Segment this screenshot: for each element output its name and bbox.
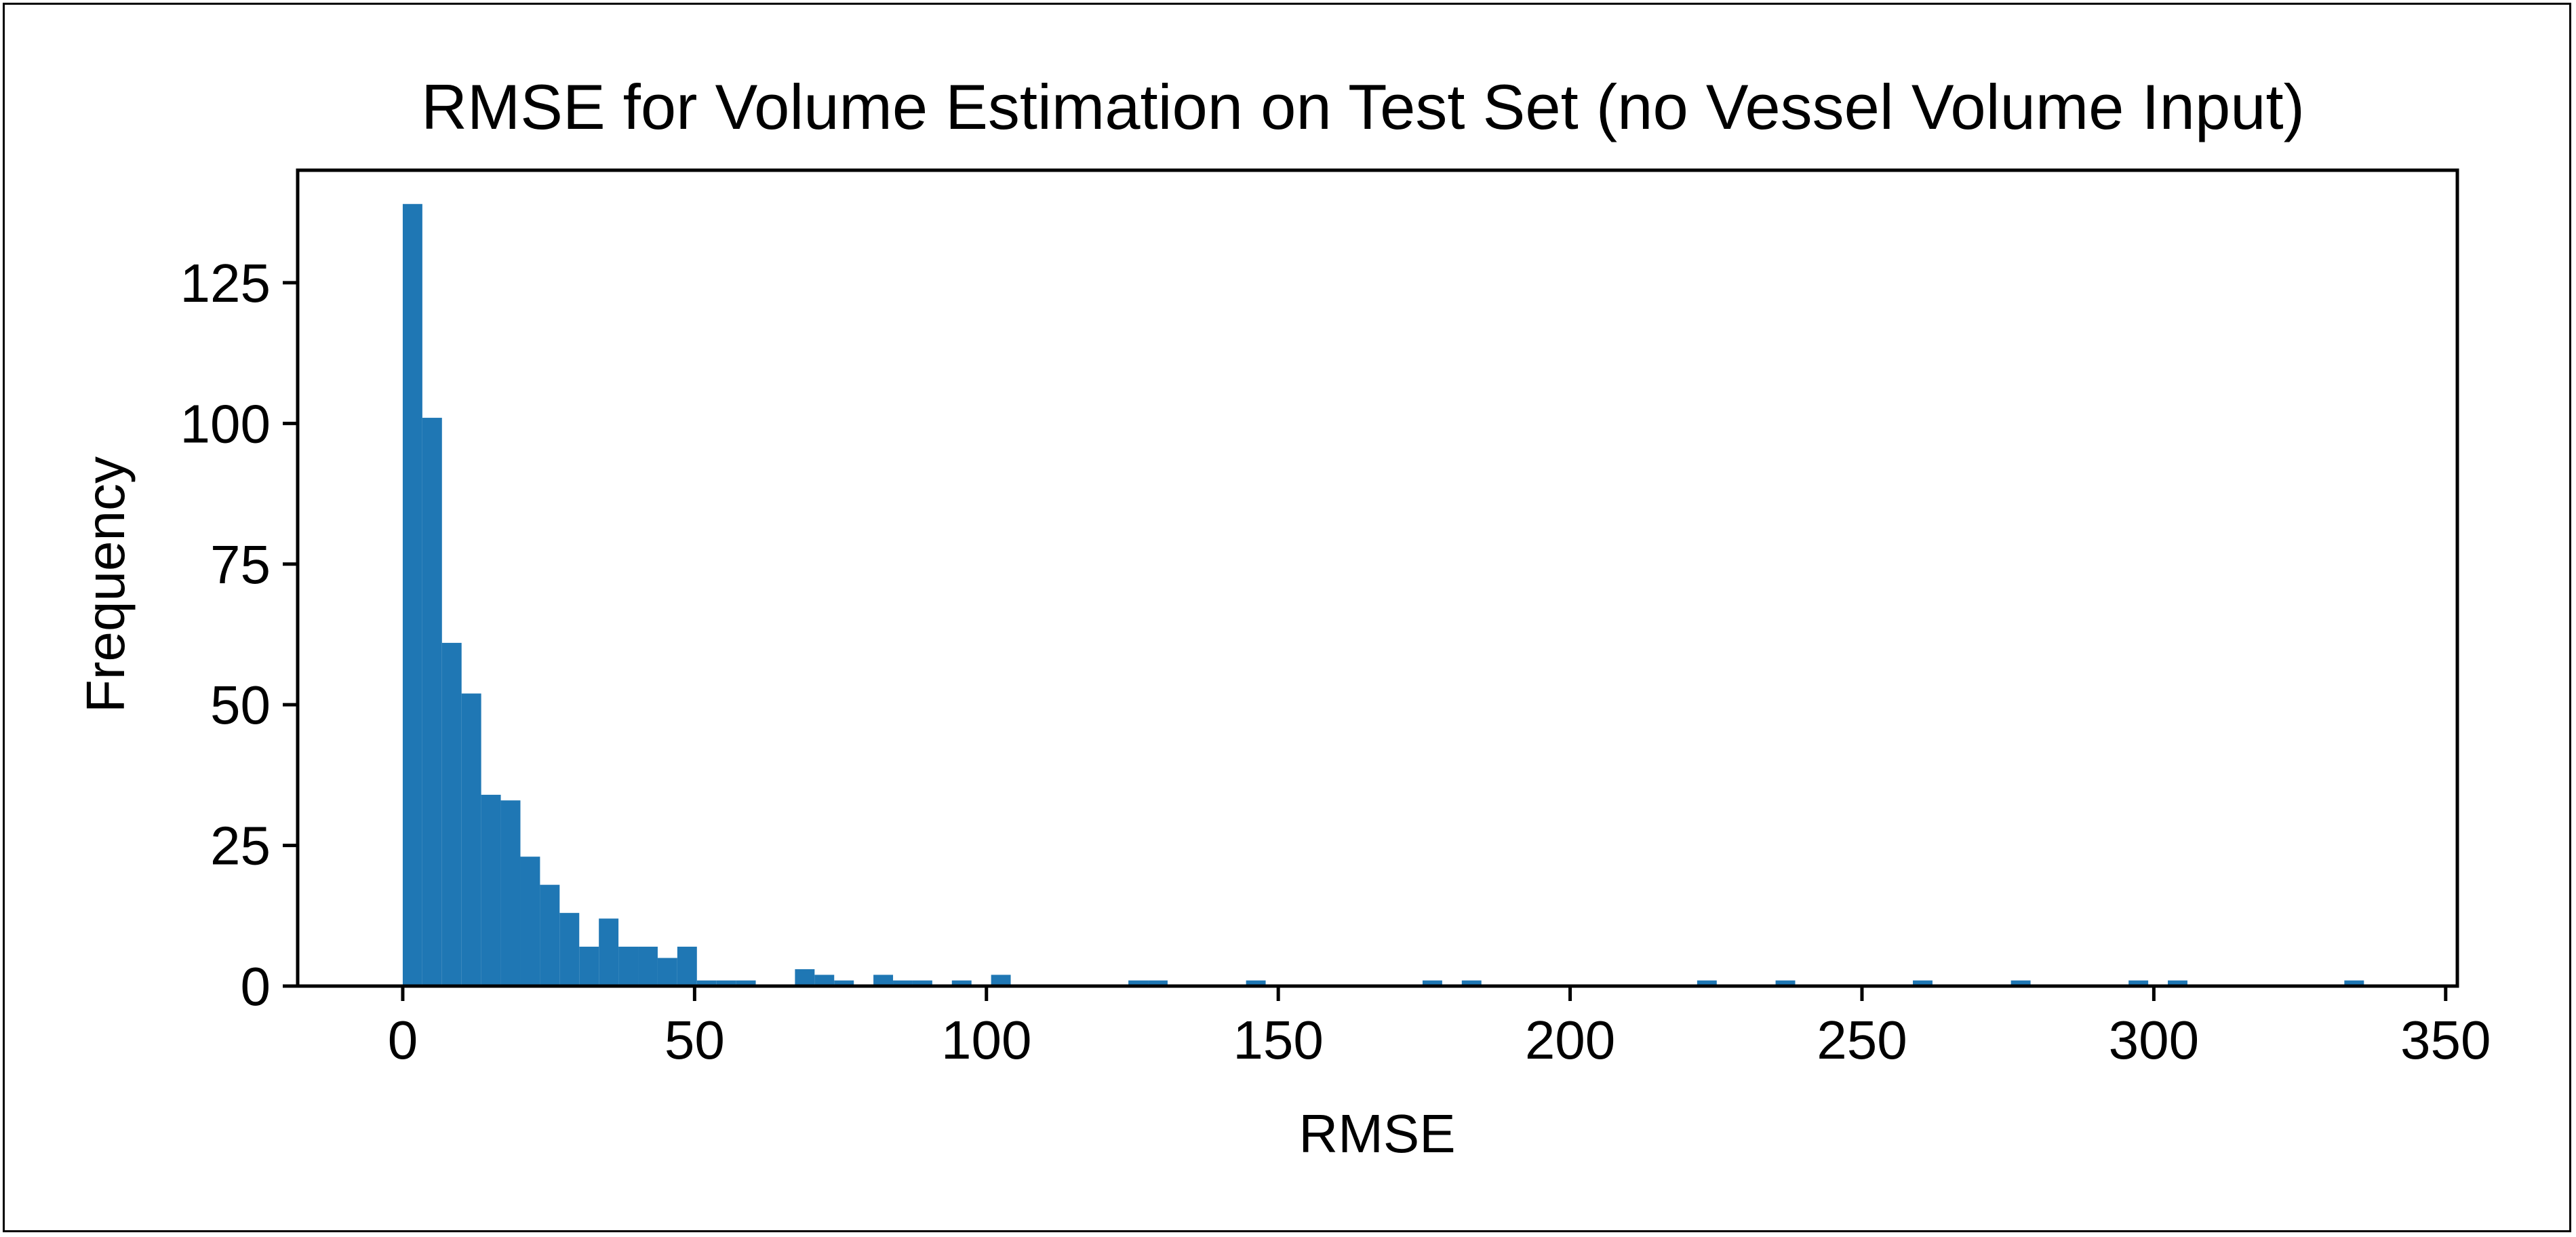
histogram-bar — [1697, 980, 1717, 986]
histogram-bars — [402, 203, 2364, 986]
histogram-bar — [2010, 980, 2031, 986]
histogram-bar — [461, 693, 481, 986]
chart-title: RMSE for Volume Estimation on Test Set (… — [421, 71, 2305, 142]
histogram-bar — [795, 969, 815, 986]
histogram-bar — [951, 980, 972, 986]
histogram-bar — [814, 975, 835, 986]
histogram-bar — [893, 980, 913, 986]
y-tick-label: 100 — [180, 393, 271, 454]
x-tick-label: 50 — [665, 1010, 725, 1070]
y-tick-label: 25 — [210, 816, 271, 876]
x-tick-label: 300 — [2109, 1010, 2199, 1070]
x-tick-label: 100 — [941, 1010, 1031, 1070]
plot-area-frame — [296, 168, 2459, 988]
x-tick-label: 0 — [388, 1010, 418, 1070]
histogram-bar — [677, 946, 697, 986]
y-tick-label: 125 — [180, 253, 271, 313]
x-tick-label: 200 — [1525, 1010, 1615, 1070]
histogram-bar — [1913, 980, 1933, 986]
histogram-bar — [1148, 980, 1168, 986]
histogram-bar — [716, 980, 736, 986]
histogram-bar — [618, 946, 639, 986]
histogram-bar — [1246, 980, 1266, 986]
x-axis-label: RMSE — [1299, 1103, 1455, 1164]
y-tick-label: 50 — [210, 675, 271, 735]
histogram-bar — [1775, 980, 1796, 986]
histogram-bar — [1128, 980, 1149, 986]
histogram-bar — [402, 203, 422, 986]
histogram-bar — [991, 975, 1011, 986]
histogram-bar — [2128, 980, 2149, 986]
histogram-bar — [2344, 980, 2364, 986]
histogram-bar — [559, 913, 580, 986]
x-tick-label: 350 — [2400, 1010, 2491, 1070]
histogram-bar — [736, 980, 756, 986]
y-axis: 0 25 50 75 100 125 — [180, 253, 298, 1017]
histogram-bar — [873, 975, 894, 986]
histogram-bar — [599, 918, 619, 986]
figure-frame: RMSE for Volume Estimation on Test Set (… — [3, 3, 2571, 1232]
histogram-bar — [638, 946, 658, 986]
x-tick-label: 150 — [1233, 1010, 1323, 1070]
x-tick-label: 250 — [1817, 1010, 1907, 1070]
histogram-bar — [441, 642, 462, 986]
histogram-bar — [520, 857, 540, 986]
x-axis: 0 50 100 150 200 250 300 350 — [388, 986, 2491, 1070]
histogram-bar — [657, 958, 677, 986]
histogram-chart: RMSE for Volume Estimation on Test Set (… — [75, 71, 2491, 1164]
histogram-bar — [912, 980, 932, 986]
y-axis-label: Frequency — [75, 456, 136, 713]
histogram-bar — [834, 980, 854, 986]
histogram-bar — [2168, 980, 2187, 986]
histogram-bar — [500, 800, 521, 986]
histogram-bar — [422, 418, 442, 986]
histogram-bar — [1461, 980, 1482, 986]
histogram-bar — [696, 980, 717, 986]
histogram-bar — [540, 884, 560, 986]
y-tick-label: 75 — [210, 534, 271, 595]
histogram-bar — [1422, 980, 1442, 986]
histogram-bar — [481, 794, 501, 986]
y-tick-label: 0 — [241, 956, 271, 1017]
histogram-bar — [579, 946, 599, 986]
